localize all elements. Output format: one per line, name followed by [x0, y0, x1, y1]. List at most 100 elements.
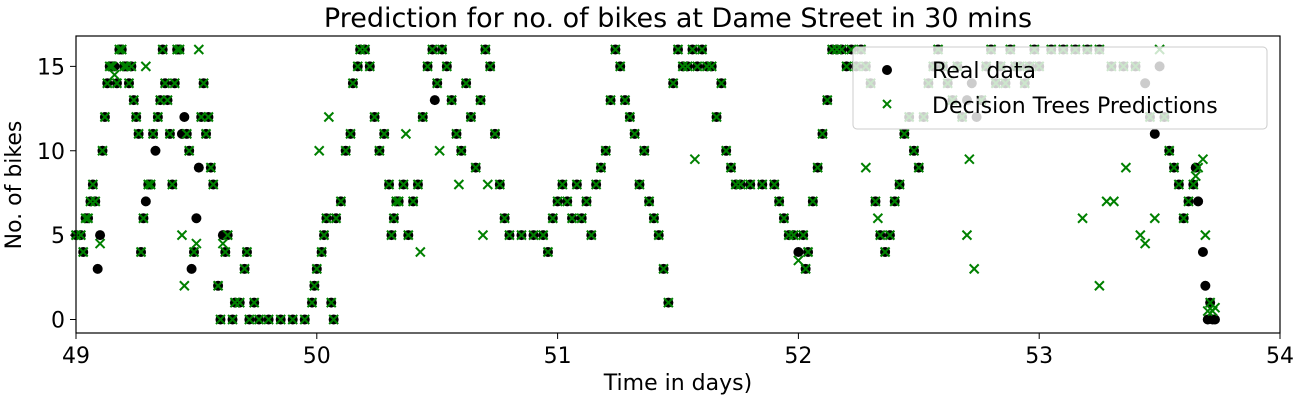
plot-frame [75, 35, 1281, 334]
prediction-point [817, 128, 828, 140]
prediction-point [263, 314, 274, 325]
prediction-point [318, 229, 330, 241]
prediction-point [415, 246, 426, 258]
prediction-point [82, 213, 94, 224]
x-tick-label: 51 [544, 344, 572, 369]
prediction-point [145, 179, 156, 190]
prediction-point [147, 128, 159, 140]
y-axis: 0 5 10 15 [37, 55, 76, 334]
prediction-point [590, 179, 602, 190]
prediction-point [913, 162, 925, 173]
prediction-point [78, 246, 89, 258]
prediction-point [102, 78, 113, 89]
prediction-point [188, 246, 200, 258]
prediction-point [164, 128, 176, 140]
prediction-point [836, 44, 847, 55]
prediction-point [475, 94, 486, 106]
predictions-series [70, 44, 1221, 325]
real-data-point [150, 145, 161, 156]
prediction-point [889, 196, 900, 207]
prediction-point [352, 61, 363, 72]
prediction-point [200, 128, 212, 140]
x-tick-label: 53 [1025, 344, 1053, 369]
prediction-point [193, 44, 205, 55]
prediction-point [215, 314, 226, 325]
prediction-point [456, 145, 467, 156]
prediction-point [427, 44, 438, 55]
prediction-point [314, 145, 325, 156]
prediction-point [586, 229, 597, 241]
prediction-point [875, 229, 886, 241]
prediction-point [773, 196, 785, 207]
prediction-point [169, 78, 180, 89]
prediction-point [143, 179, 154, 190]
prediction-point [171, 44, 183, 55]
prediction-point [140, 61, 152, 72]
prediction-point [788, 229, 799, 241]
prediction-point [634, 179, 645, 190]
prediction-point [99, 111, 111, 123]
prediction-point [465, 111, 477, 123]
prediction-point [220, 246, 231, 258]
prediction-point [1178, 213, 1189, 224]
real-data-point [186, 263, 197, 274]
prediction-point [581, 196, 592, 207]
prediction-point [198, 78, 209, 89]
real-data-point [1193, 196, 1204, 207]
prediction-point [870, 196, 881, 207]
prediction-point [253, 314, 265, 325]
plot-area [70, 44, 1221, 325]
prediction-point [504, 229, 515, 241]
prediction-point [316, 246, 327, 258]
prediction-point [968, 263, 980, 275]
x-axis-label: Time in days) [603, 371, 752, 396]
prediction-point [179, 280, 190, 291]
prediction-point [403, 229, 414, 241]
prediction-point [436, 44, 448, 55]
prediction-point [908, 145, 920, 156]
prediction-point [306, 297, 318, 308]
prediction-point [323, 111, 335, 123]
real-data-point [793, 247, 804, 257]
prediction-point [735, 179, 746, 190]
prediction-point [167, 179, 178, 190]
prediction-point [692, 61, 703, 72]
prediction-point [364, 61, 375, 72]
x-axis: 49 50 51 52 53 54 [62, 333, 1294, 369]
prediction-point [227, 314, 238, 325]
prediction-point [1120, 162, 1132, 173]
prediction-point [528, 229, 539, 241]
prediction-point [557, 179, 568, 190]
prediction-point [87, 179, 99, 190]
prediction-point [328, 314, 339, 325]
chart-title: Prediction for no. of bikes at Dame Stre… [324, 3, 1032, 34]
prediction-point [446, 94, 457, 106]
prediction-point [542, 246, 554, 258]
real-data-point [1149, 128, 1160, 139]
prediction-point [94, 238, 106, 249]
prediction-point [812, 162, 823, 173]
prediction-point [412, 179, 424, 190]
prediction-point [687, 44, 698, 55]
prediction-point [879, 246, 891, 258]
prediction-point [706, 61, 717, 72]
prediction-point [106, 61, 118, 72]
prediction-point [347, 78, 359, 89]
prediction-point [477, 229, 489, 241]
prediction-point [807, 196, 819, 207]
prediction-point [798, 229, 809, 241]
prediction-point [205, 162, 217, 173]
prediction-point [793, 255, 804, 266]
prediction-point [1173, 179, 1185, 190]
prediction-point [135, 246, 147, 258]
y-axis-label: No. of bikes [2, 121, 27, 250]
prediction-point [894, 179, 905, 190]
prediction-point [393, 196, 404, 207]
legend-label-pred: Decision Trees Predictions [932, 94, 1218, 119]
prediction-point [745, 179, 756, 190]
prediction-point [422, 61, 433, 72]
prediction-point [1168, 162, 1180, 173]
real-data-point [1190, 162, 1201, 173]
prediction-point [321, 213, 332, 224]
